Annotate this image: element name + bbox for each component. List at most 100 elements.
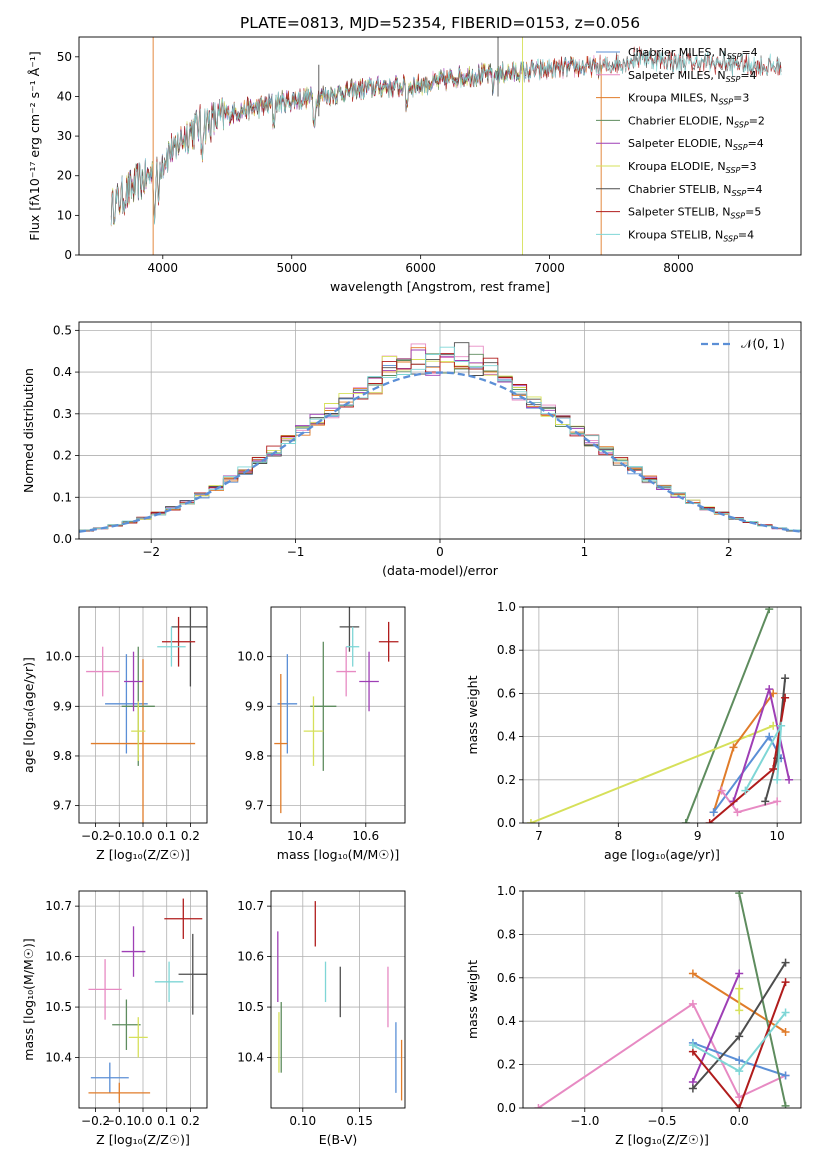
y-tick-label: 0.0	[497, 1101, 516, 1115]
x-tick-label: −0.5	[647, 1114, 676, 1128]
y-tick-label: 10.0	[237, 650, 264, 664]
weight-marker	[709, 808, 718, 817]
legend-label: Kroupa STELIB, NSSP=4	[628, 228, 754, 243]
x-axis-label: Z [log₁₀(Z/Z☉)]	[96, 847, 190, 862]
legend-subscript: SSP	[726, 166, 741, 175]
plot-area	[110, 37, 782, 255]
y-axis-label: mass weight	[465, 960, 480, 1039]
plot-area	[88, 898, 207, 1103]
x-tick-label: 8	[614, 829, 622, 843]
weight-marker	[688, 999, 697, 1008]
x-axis-label: mass [log₁₀(M/M☉)]	[277, 847, 399, 862]
spectrum-panel: 4000 5000 6000 7000 8000 0 10 20 30 40 50 wavelengt…	[27, 36, 802, 294]
histogram-line	[79, 346, 801, 531]
weight-marker	[773, 797, 782, 806]
legend-value: =5	[745, 206, 761, 219]
weight-marker	[688, 1041, 697, 1050]
x-axis-label: Z [log₁₀(Z/Z☉)]	[615, 1132, 709, 1147]
legend-value: =4	[748, 137, 764, 150]
weight-marker	[534, 1104, 543, 1108]
y-tick-label: 0.2	[497, 1058, 516, 1072]
y-tick-label: 9.9	[53, 699, 72, 713]
x-tick-label: −1	[287, 545, 305, 559]
weight-marker	[735, 1104, 744, 1108]
y-tick-label: 10.7	[237, 899, 264, 913]
x-tick-label: 8000	[663, 261, 694, 275]
legend-subscript: SSP	[718, 98, 733, 107]
y-tick-label: 9.8	[53, 749, 72, 763]
weight-marker	[777, 721, 786, 730]
x-tick-label: 0.0	[133, 829, 152, 843]
axes-frame	[270, 606, 406, 824]
legend-subscript: SSP	[727, 52, 742, 61]
spectrum-line	[110, 50, 782, 226]
legend-value: =3	[740, 160, 756, 173]
weight-marker	[785, 775, 794, 784]
y-tick-label: 10.6	[45, 950, 72, 964]
normal-curve	[79, 371, 801, 533]
y-tick-label: 0.3	[53, 407, 72, 421]
age-vs-metallicity-panel: −0.2−0.1 0.0 0.1 0.2 9.7 9.8 9.9 10.0 Z [log₁₀(Z…	[21, 606, 208, 862]
y-tick-label: 0.1	[53, 490, 72, 504]
x-axis-label: wavelength [Angstrom, rest frame]	[330, 279, 550, 294]
plot-area	[79, 342, 801, 533]
y-tick-label: 9.9	[245, 699, 264, 713]
legend-subscript: SSP	[726, 75, 741, 84]
plot-area	[274, 607, 399, 814]
weight-marker	[705, 819, 714, 823]
figure-title: PLATE=0813, MJD=52354, FIBERID=0153, z=0…	[240, 14, 640, 32]
weight-marker	[773, 775, 782, 784]
x-axis-label: E(B-V)	[319, 1132, 358, 1147]
x-tick-label: 0.10	[289, 1114, 316, 1128]
y-tick-label: 10.7	[45, 899, 72, 913]
weight-marker	[688, 1084, 697, 1093]
weight-line	[764, 678, 787, 802]
y-tick-label: 0.0	[497, 816, 516, 830]
x-axis-label: Z [log₁₀(Z/Z☉)]	[96, 1132, 190, 1147]
weight-line	[712, 734, 782, 813]
legend-label: Kroupa MILES, NSSP=3	[628, 92, 749, 107]
y-tick-label: 10.0	[45, 650, 72, 664]
weight-marker	[769, 765, 778, 773]
x-tick-label: 0.1	[157, 1114, 176, 1128]
x-tick-label: 0.15	[346, 1114, 373, 1128]
weight-marker	[765, 607, 774, 614]
y-tick-label: 10.6	[237, 950, 264, 964]
weight-marker	[735, 984, 744, 993]
x-tick-label: −1.0	[570, 1114, 599, 1128]
y-tick-label: 10	[57, 208, 72, 222]
axes-frame	[78, 606, 208, 824]
x-tick-label: 6000	[405, 261, 436, 275]
x-tick-label: 7000	[534, 261, 565, 275]
legend-label: 𝒩(0, 1)	[741, 337, 785, 351]
y-tick-label: 0.4	[53, 365, 72, 379]
x-tick-label: 4000	[148, 261, 179, 275]
weight-marker	[781, 1008, 790, 1017]
weight-marker	[781, 693, 790, 702]
y-tick-label: 50	[57, 50, 72, 64]
x-tick-label: 10	[770, 829, 785, 843]
y-tick-label: 10.4	[45, 1051, 72, 1065]
x-axis-label: (data-model)/error	[382, 563, 499, 578]
x-tick-label: 0.2	[181, 1114, 200, 1128]
x-tick-label: 1	[581, 545, 589, 559]
y-axis-label: mass [log₁₀(M/M☉)]	[21, 938, 36, 1060]
residuals-panel: −2 −1 0 1 2 0.0 0.1 0.2 0.3 0.4 0.5 (data-model)/er…	[21, 321, 802, 578]
y-tick-label: 30	[57, 129, 72, 143]
weight-marker	[781, 1101, 790, 1108]
y-tick-label: 20	[57, 169, 72, 183]
y-tick-label: 9.8	[245, 749, 264, 763]
weight-marker	[717, 786, 726, 795]
weight-marker	[781, 958, 790, 967]
weight-marker	[735, 1056, 744, 1065]
weight-marker	[769, 721, 778, 730]
plot-area	[86, 607, 207, 823]
y-tick-label: 0.6	[497, 971, 516, 985]
legend-label: Salpeter STELIB, NSSP=5	[628, 206, 761, 221]
x-tick-label: 7	[535, 829, 543, 843]
x-tick-label: 0.1	[157, 829, 176, 843]
x-tick-label: −0.1	[105, 829, 134, 843]
x-tick-label: 5000	[276, 261, 307, 275]
weight-marker	[681, 819, 690, 823]
y-tick-label: 0.6	[497, 686, 516, 700]
